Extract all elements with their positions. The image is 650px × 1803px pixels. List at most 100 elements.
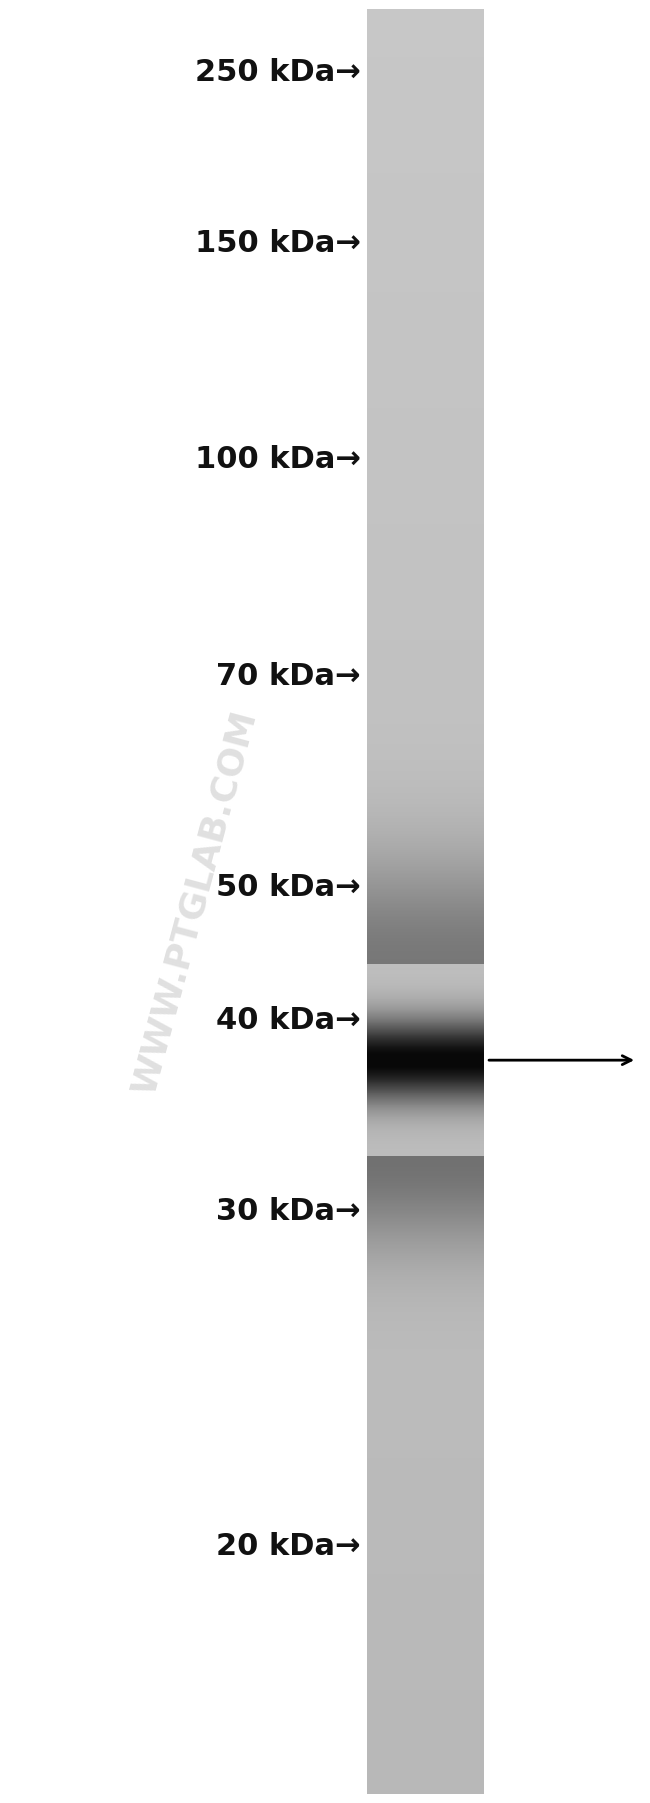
Bar: [367, 804, 484, 806]
Bar: [367, 759, 484, 761]
Bar: [367, 83, 484, 87]
Bar: [367, 1098, 484, 1102]
Bar: [367, 312, 484, 316]
Bar: [367, 151, 484, 155]
Bar: [367, 1615, 484, 1619]
Bar: [367, 934, 484, 938]
Bar: [367, 1221, 484, 1222]
Bar: [367, 829, 484, 833]
Bar: [367, 133, 484, 137]
Bar: [367, 563, 484, 566]
Bar: [367, 1423, 484, 1424]
Text: 70 kDa→: 70 kDa→: [216, 662, 361, 691]
Bar: [367, 150, 484, 151]
Bar: [367, 1762, 484, 1763]
Bar: [367, 1579, 484, 1583]
Bar: [367, 783, 484, 786]
Bar: [367, 1084, 484, 1085]
Bar: [367, 1374, 484, 1377]
Bar: [367, 700, 484, 701]
Bar: [367, 1273, 484, 1277]
Bar: [367, 1011, 484, 1015]
Bar: [367, 887, 484, 889]
Bar: [367, 1300, 484, 1304]
Bar: [367, 645, 484, 649]
Bar: [367, 435, 484, 438]
Bar: [367, 952, 484, 956]
Bar: [367, 1780, 484, 1781]
Bar: [367, 1410, 484, 1414]
Bar: [367, 335, 484, 339]
Bar: [367, 1231, 484, 1235]
Bar: [367, 1459, 484, 1460]
Bar: [367, 1594, 484, 1597]
Bar: [367, 128, 484, 132]
Bar: [367, 69, 484, 72]
Bar: [367, 310, 484, 312]
Bar: [367, 265, 484, 269]
Bar: [367, 1414, 484, 1415]
Bar: [367, 1282, 484, 1286]
Bar: [367, 1424, 484, 1428]
Bar: [367, 1415, 484, 1419]
Bar: [367, 1134, 484, 1136]
Bar: [367, 1332, 484, 1336]
Bar: [367, 1107, 484, 1109]
Bar: [367, 1143, 484, 1145]
Bar: [367, 169, 484, 173]
Bar: [367, 999, 484, 1002]
Bar: [367, 1601, 484, 1603]
Bar: [367, 925, 484, 929]
Bar: [367, 499, 484, 503]
Bar: [367, 225, 484, 229]
Bar: [367, 1071, 484, 1075]
Bar: [367, 819, 484, 820]
Bar: [367, 1529, 484, 1533]
Bar: [367, 159, 484, 160]
Bar: [367, 1017, 484, 1020]
Bar: [367, 1033, 484, 1035]
Bar: [367, 123, 484, 124]
Bar: [367, 14, 484, 18]
Bar: [367, 1533, 484, 1534]
Bar: [367, 78, 484, 81]
Bar: [367, 1268, 484, 1271]
Bar: [367, 1419, 484, 1423]
Bar: [367, 1776, 484, 1780]
Bar: [367, 1749, 484, 1753]
Text: 40 kDa→: 40 kDa→: [216, 1006, 361, 1035]
Bar: [367, 1212, 484, 1213]
Bar: [367, 550, 484, 554]
Bar: [367, 449, 484, 453]
Bar: [367, 1194, 484, 1195]
Bar: [367, 47, 484, 50]
Bar: [367, 828, 484, 829]
Bar: [367, 56, 484, 59]
Bar: [367, 1327, 484, 1331]
Bar: [367, 669, 484, 673]
Bar: [367, 458, 484, 462]
Bar: [367, 1230, 484, 1231]
Bar: [367, 498, 484, 499]
Bar: [367, 155, 484, 159]
Bar: [367, 1738, 484, 1740]
Bar: [367, 1008, 484, 1011]
Bar: [367, 132, 484, 133]
Bar: [367, 1053, 484, 1057]
Bar: [367, 1237, 484, 1240]
Bar: [367, 1441, 484, 1442]
Bar: [367, 761, 484, 764]
Bar: [367, 723, 484, 727]
Bar: [367, 1020, 484, 1024]
Bar: [367, 471, 484, 472]
Bar: [367, 1753, 484, 1756]
Bar: [367, 640, 484, 642]
Bar: [367, 1149, 484, 1152]
Bar: [367, 993, 484, 997]
Bar: [367, 402, 484, 404]
Bar: [367, 1500, 484, 1502]
Bar: [367, 1295, 484, 1296]
Bar: [367, 914, 484, 916]
Bar: [367, 889, 484, 892]
Bar: [367, 1121, 484, 1125]
